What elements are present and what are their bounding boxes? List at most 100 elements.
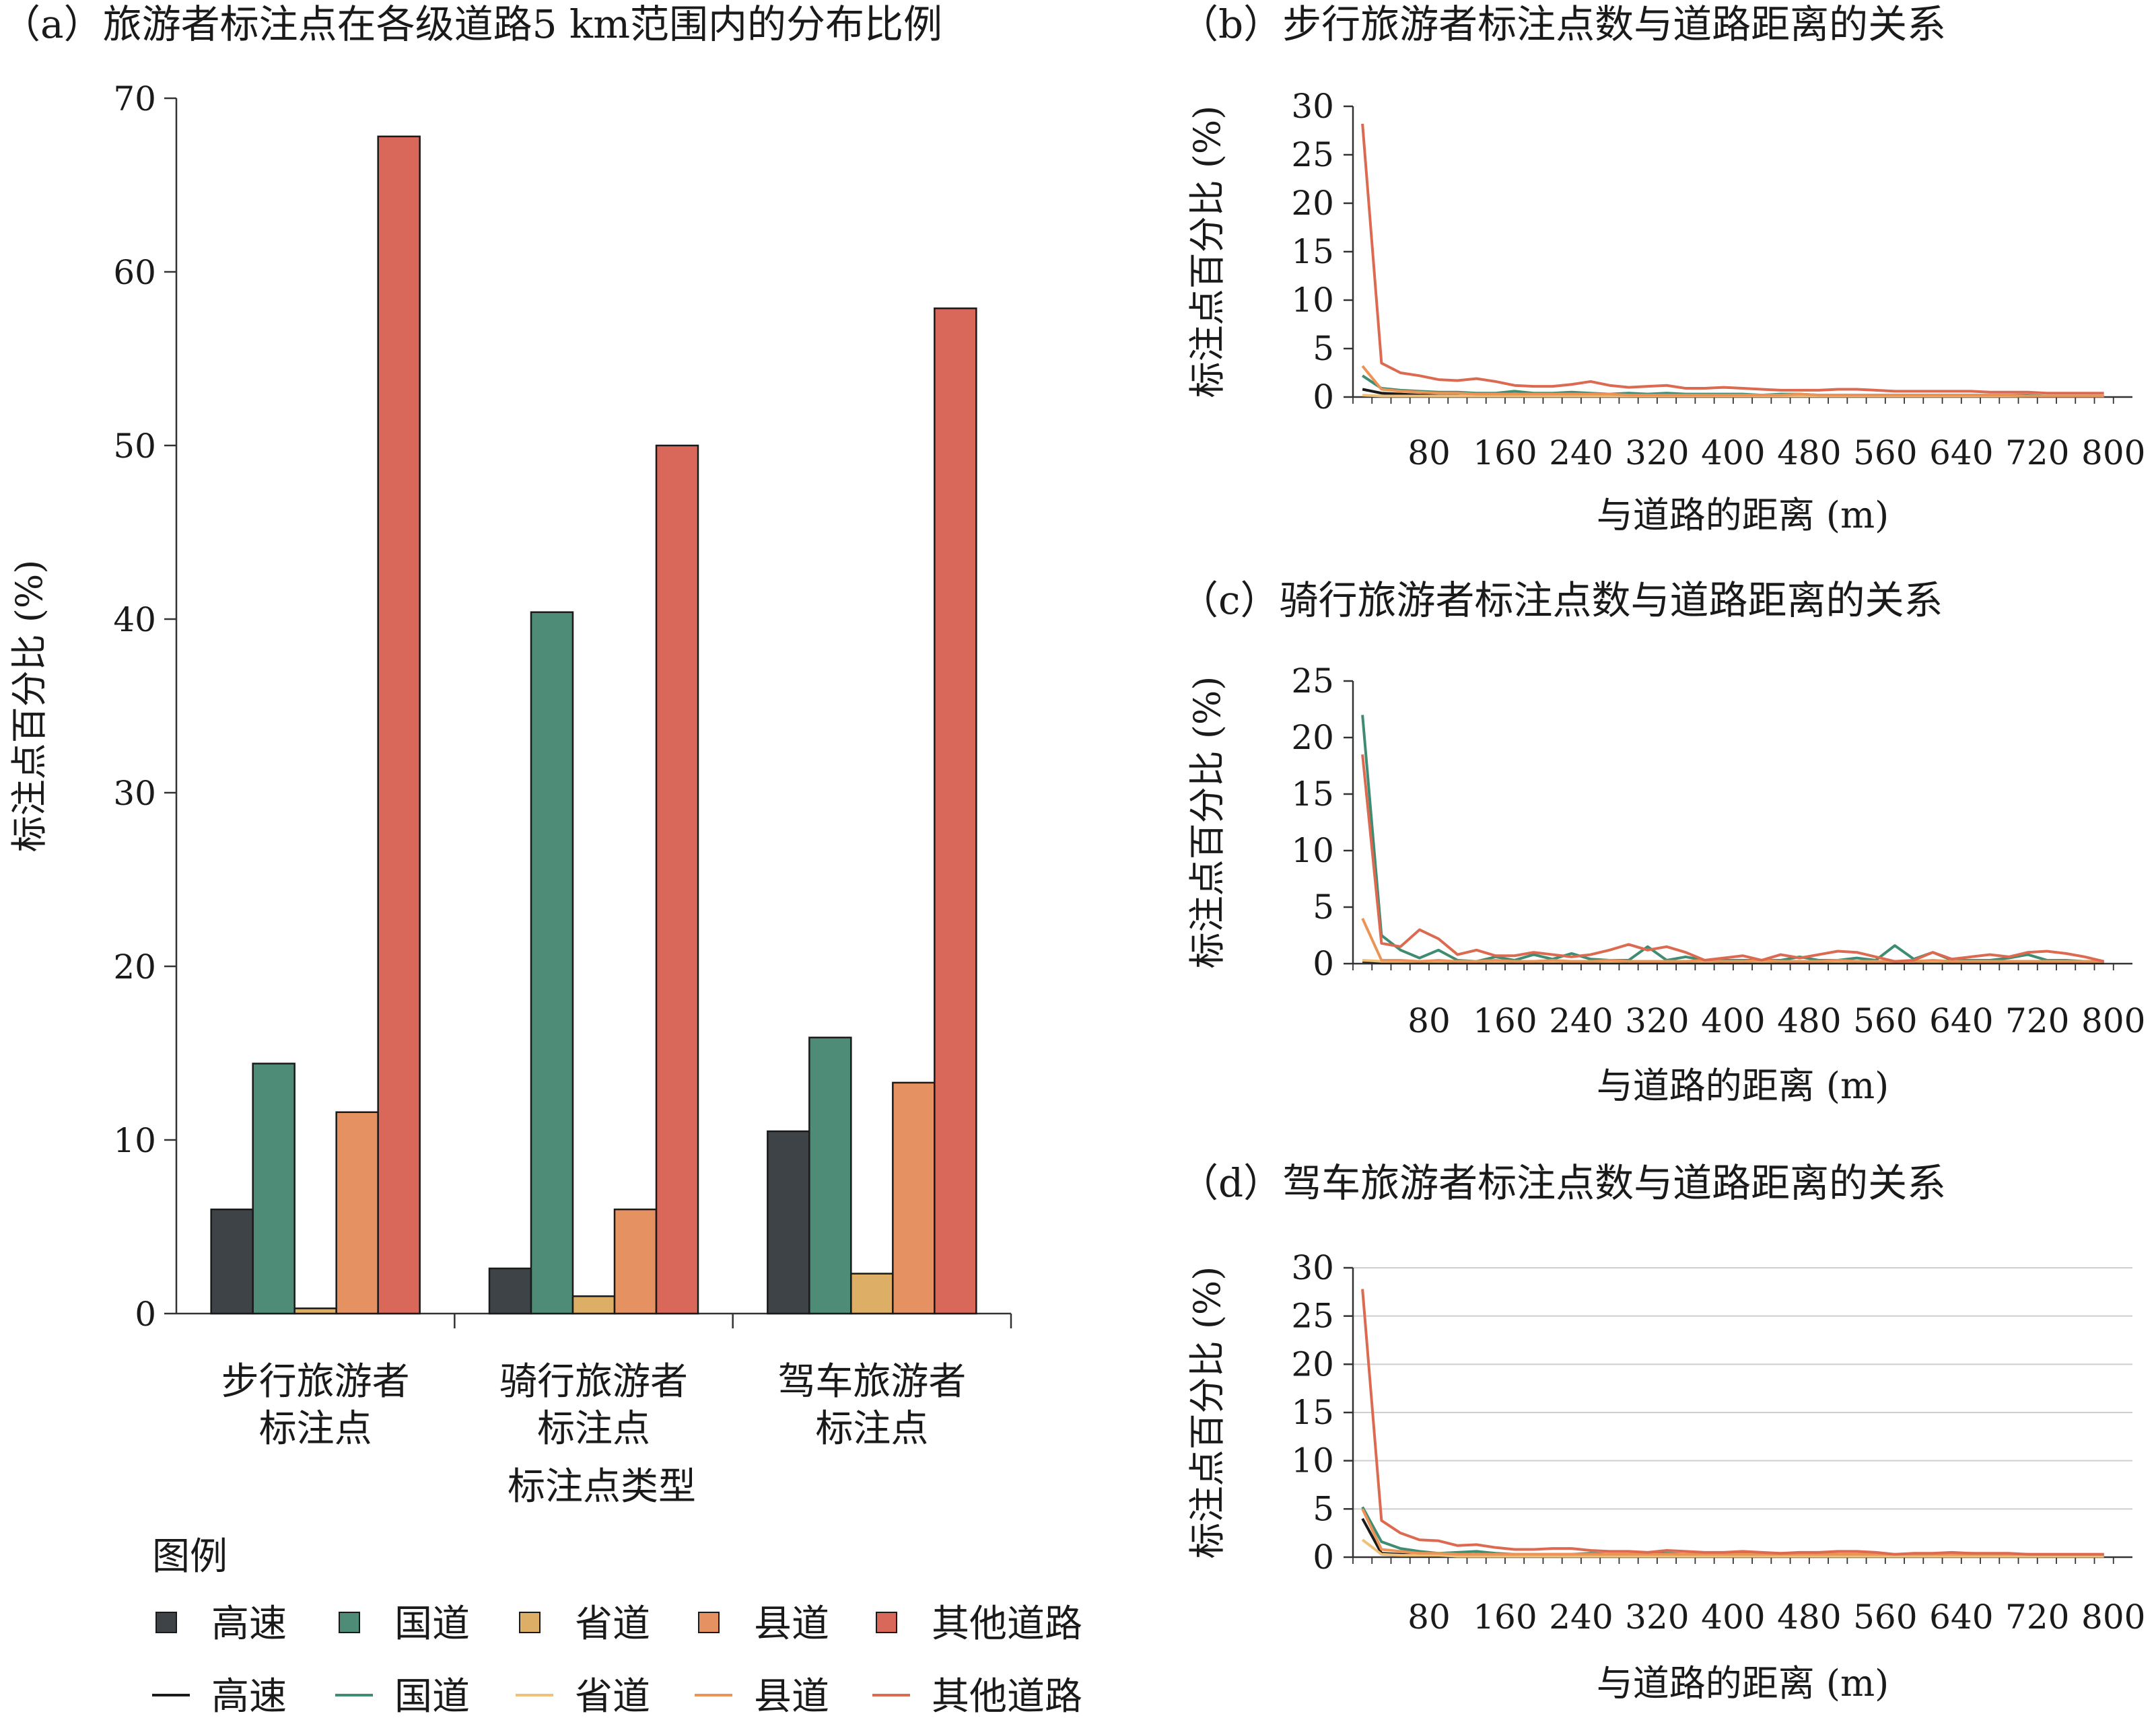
- panel-b-x-label: 与道路的距离 (m): [1597, 494, 1889, 536]
- y-tick-label: 10: [1291, 831, 1334, 870]
- panel-c-x-label: 与道路的距离 (m): [1597, 1065, 1889, 1107]
- y-tick-label: 15: [1291, 232, 1334, 271]
- y-tick-label: 0: [1313, 1538, 1334, 1577]
- panel-b-title: （b）步行旅游者标注点数与道路距离的关系: [1179, 1, 1946, 47]
- panel-d-y-label: 标注点百分比 (%): [1186, 1266, 1228, 1559]
- panel-c: （c）骑行旅游者标注点数与道路距离的关系 0 5 10 15 20 25 80 160 240 32…: [1179, 577, 2145, 1107]
- panel-a-x-label: 标注点类型: [508, 1465, 696, 1509]
- bar-县道-2: [892, 1081, 936, 1315]
- x-tick-label: 560: [1853, 433, 1917, 472]
- panel-a-y-tick-label: 0: [135, 1295, 156, 1334]
- panel-a-y-tick-label: 40: [113, 600, 156, 639]
- y-tick-label: 10: [1291, 1441, 1334, 1480]
- y-tick-label: 30: [1291, 1248, 1334, 1287]
- x-tick-label: 160: [1473, 433, 1537, 472]
- legend-title: 图例: [152, 1535, 228, 1579]
- bar-县道-0: [335, 1111, 379, 1315]
- legend-label: 国道: [394, 1675, 470, 1718]
- legend-label: 省道: [575, 1602, 650, 1646]
- x-tick-label: 400: [1701, 1001, 1765, 1040]
- bar-高速-1: [488, 1267, 532, 1315]
- x-tick-label: 480: [1777, 1001, 1841, 1040]
- y-tick-label: 20: [1291, 184, 1334, 223]
- bar-国道-1: [530, 611, 574, 1315]
- x-tick-label: 720: [2005, 1598, 2069, 1637]
- y-tick-label: 15: [1291, 1393, 1334, 1432]
- panel-a-y-label: 标注点百分比 (%): [8, 560, 50, 853]
- x-tick-label: 800: [2081, 433, 2145, 472]
- panel-a-title: （a）旅游者标注点在各级道路5 km范围内的分布比例: [1, 1, 942, 47]
- y-tick-label: 10: [1291, 281, 1334, 320]
- panel-a-y-tick-label: 60: [113, 253, 156, 292]
- legend-label: 省道: [575, 1675, 650, 1718]
- bar-县道-1: [613, 1208, 658, 1315]
- legend-swatch-bar: [876, 1612, 897, 1633]
- bar-省道-2: [850, 1273, 894, 1315]
- panel-c-title: （c）骑行旅游者标注点数与道路距离的关系: [1179, 577, 1943, 623]
- panel-a-category-label: 步行旅游者: [221, 1360, 410, 1404]
- y-tick-label: 20: [1291, 718, 1334, 757]
- series-line-县道: [1361, 1508, 2104, 1556]
- x-tick-label: 400: [1701, 433, 1765, 472]
- panel-a-y-tick-label: 70: [113, 79, 156, 118]
- y-tick-label: 25: [1291, 135, 1334, 174]
- series-line-其他道路: [1361, 1289, 2104, 1556]
- bar-国道-2: [808, 1036, 852, 1315]
- y-tick-label: 5: [1313, 329, 1334, 368]
- series-line-其他道路: [1361, 123, 2104, 395]
- x-tick-label: 160: [1473, 1001, 1537, 1040]
- legend-label: 县道: [754, 1602, 829, 1646]
- series-line-国道: [1361, 715, 2104, 963]
- legend-label: 其他道路: [932, 1602, 1082, 1646]
- panel-a-y-tick-label: 20: [113, 947, 156, 987]
- y-tick-label: 0: [1313, 944, 1334, 983]
- legend-swatch-bar: [519, 1612, 541, 1633]
- x-tick-label: 640: [1929, 1598, 1993, 1637]
- y-tick-label: 20: [1291, 1345, 1334, 1384]
- x-tick-label: 560: [1853, 1001, 1917, 1040]
- bar-高速-2: [767, 1130, 810, 1315]
- legend-label: 县道: [754, 1675, 829, 1718]
- x-tick-label: 560: [1853, 1598, 1917, 1637]
- y-tick-label: 30: [1291, 87, 1334, 126]
- bar-省道-1: [571, 1295, 616, 1315]
- panel-d: （d）驾车旅游者标注点数与道路距离的关系 0 5 10 15 20 25 30 80 160 240…: [1179, 1160, 2145, 1705]
- legend-label: 高速: [211, 1675, 287, 1718]
- panel-a-category-label: 标注点: [815, 1407, 928, 1451]
- x-tick-label: 80: [1407, 1598, 1451, 1637]
- panel-b: （b）步行旅游者标注点数与道路距离的关系 0 5 10 15 20 25 30 80 160 240…: [1179, 1, 2145, 536]
- bar-其他道路-2: [934, 307, 977, 1315]
- legend-swatch-bar: [339, 1612, 360, 1633]
- x-tick-label: 80: [1407, 1001, 1451, 1040]
- bar-其他道路-0: [377, 135, 421, 1315]
- y-tick-label: 5: [1313, 1489, 1334, 1528]
- panel-a-category-label: 骑行旅游者: [499, 1360, 688, 1404]
- bar-国道-0: [252, 1063, 295, 1315]
- x-tick-label: 800: [2081, 1598, 2145, 1637]
- x-tick-label: 720: [2005, 433, 2069, 472]
- y-tick-label: 0: [1313, 378, 1334, 417]
- x-tick-label: 320: [1625, 1001, 1689, 1040]
- y-tick-label: 5: [1313, 888, 1334, 927]
- legend-label: 高速: [211, 1602, 287, 1646]
- series-line-省道: [1361, 1538, 2104, 1558]
- series-line-其他道路: [1361, 754, 2105, 963]
- x-tick-label: 240: [1549, 1598, 1613, 1637]
- bar-高速-0: [210, 1208, 254, 1315]
- panel-a-category-label: 驾车旅游者: [777, 1360, 966, 1404]
- legend-swatch-bar: [155, 1612, 177, 1633]
- x-tick-label: 480: [1777, 1598, 1841, 1637]
- x-tick-label: 720: [2005, 1001, 2069, 1040]
- bar-其他道路-1: [655, 444, 699, 1315]
- x-tick-label: 320: [1625, 433, 1689, 472]
- x-tick-label: 320: [1625, 1598, 1689, 1637]
- panel-a: （a）旅游者标注点在各级道路5 km范围内的分布比例 0 10 20 30 40 50 60 7…: [1, 1, 1012, 1509]
- x-tick-label: 240: [1549, 1001, 1613, 1040]
- y-tick-label: 25: [1291, 1297, 1334, 1336]
- x-tick-label: 400: [1701, 1598, 1765, 1637]
- panel-a-y-tick-label: 30: [113, 774, 156, 813]
- panel-c-y-label: 标注点百分比 (%): [1186, 676, 1228, 969]
- legend-label: 其他道路: [932, 1675, 1082, 1718]
